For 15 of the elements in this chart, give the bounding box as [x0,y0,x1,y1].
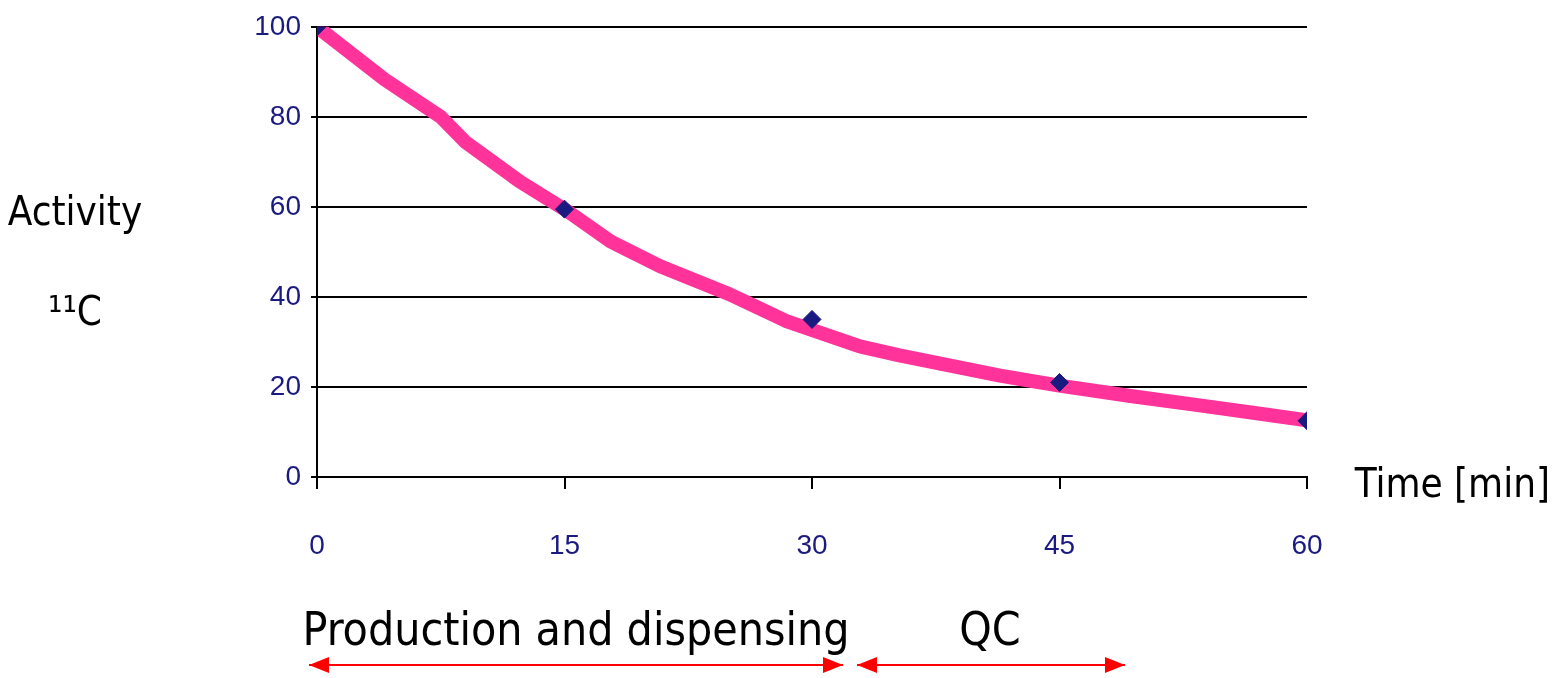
text: Activity ¹¹C [7,188,143,335]
x-tick-label: 60 [1291,528,1323,560]
x-tick-label: 15 [548,528,581,560]
y-tick-label: 0 [285,459,301,491]
y-tick-label: 40 [269,279,301,311]
y-tick-label: 20 [269,369,301,401]
x-axis-title: Time [min] [1353,460,1550,507]
text: QC [959,602,1021,656]
x-tick-label: 30 [796,528,828,560]
y-tick-label: 100 [254,9,301,41]
y-tick-label: 80 [269,99,301,131]
x-tick-label: 45 [1043,528,1076,560]
text: Production and dispensing [302,602,850,656]
x-tick-label: 0 [309,528,325,560]
y-tick-label: 60 [269,189,301,221]
